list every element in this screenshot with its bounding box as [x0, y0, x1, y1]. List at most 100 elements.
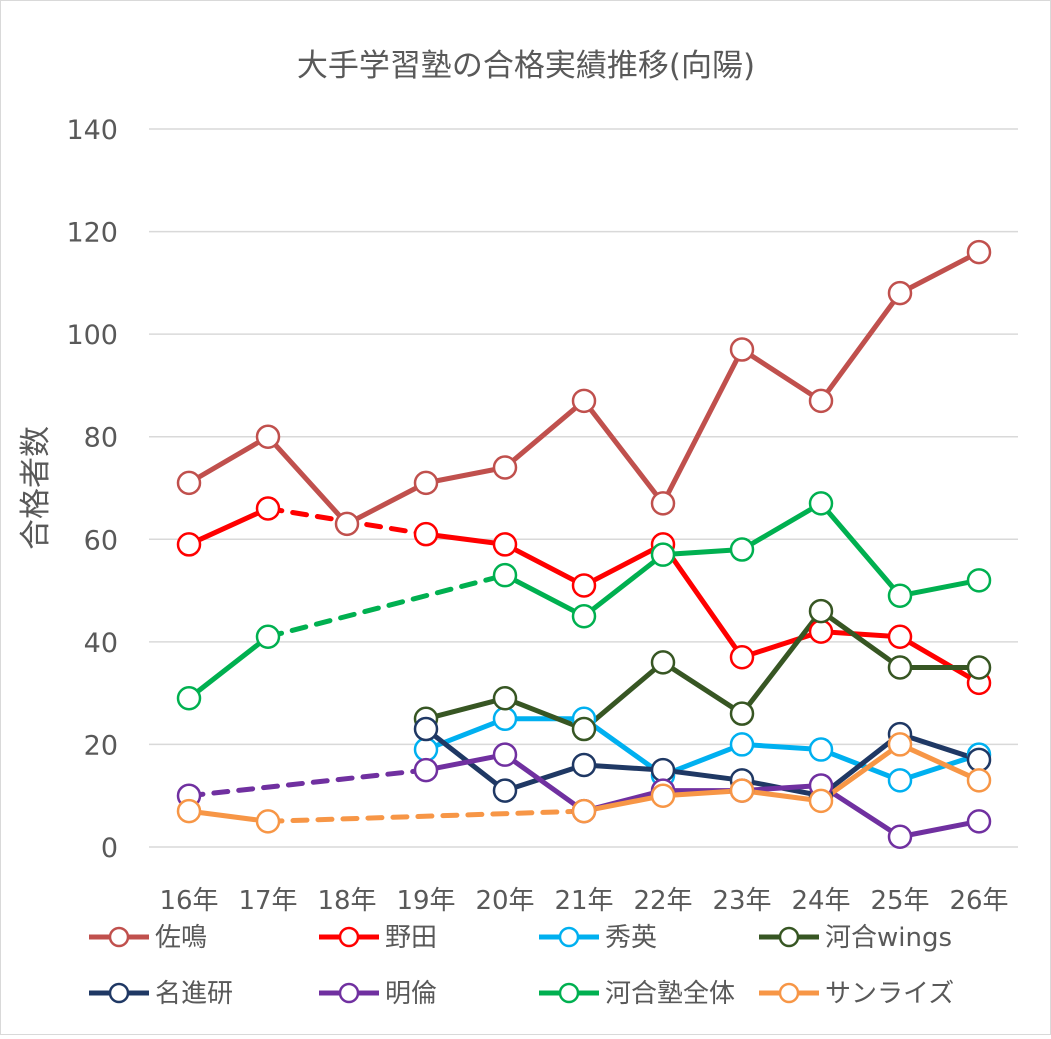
series-line-segment [423, 726, 508, 794]
x-tick-label: 20年 [475, 886, 534, 916]
x-tick-label: 26年 [949, 886, 1008, 916]
data-point [176, 686, 202, 711]
series-line-segment [660, 659, 745, 717]
y-tick-label: 40 [84, 628, 118, 659]
data-point [492, 706, 518, 732]
data-point [966, 747, 992, 773]
data-point [571, 603, 597, 629]
series-line-segment [581, 541, 666, 588]
data-point [255, 496, 281, 521]
data-point [255, 424, 281, 449]
data-point [571, 752, 597, 778]
series-line-segment [186, 634, 271, 701]
x-tick-label: 17年 [238, 886, 297, 916]
data-point [729, 337, 755, 362]
legend-item: 明倫 [319, 979, 437, 1009]
data-point [413, 716, 439, 742]
x-tick-label: 24年 [791, 886, 850, 916]
data-point [571, 798, 597, 824]
legend-item: 河合wings [759, 923, 952, 953]
data-point [650, 542, 676, 567]
data-point [334, 511, 360, 537]
data-point [492, 686, 518, 711]
data-point [887, 280, 913, 306]
legend-swatch-marker [778, 926, 800, 948]
series-line-segment [897, 249, 982, 296]
data-point [492, 532, 518, 557]
data-point [808, 788, 834, 814]
data-point [413, 521, 439, 547]
data-point [571, 573, 597, 598]
chart-title: 大手学習塾の合格実績推移(向陽) [297, 48, 755, 84]
series-line-segment [502, 762, 587, 794]
data-point [729, 537, 755, 562]
data-point [887, 583, 913, 608]
x-tick-label: 22年 [633, 886, 692, 916]
series-line-segment [502, 398, 587, 470]
legend-item: 秀英 [539, 923, 657, 953]
series-line-segment [581, 659, 666, 732]
series-line-segment [265, 434, 350, 527]
series-line-segment [502, 752, 587, 814]
data-point [650, 783, 676, 808]
data-point [413, 737, 439, 762]
series-line-segment [423, 752, 508, 773]
series-line-segment [818, 629, 903, 640]
series-line-segment [897, 634, 982, 686]
series-line-segment [581, 552, 666, 619]
data-point [413, 470, 439, 496]
y-tick-label: 60 [84, 525, 118, 556]
series-line-segment [502, 541, 587, 588]
series-line-segment [818, 290, 903, 404]
data-point [176, 798, 202, 824]
series-line-segment [660, 541, 745, 660]
data-point [571, 716, 597, 742]
data-point [808, 619, 834, 644]
data-point [255, 624, 281, 649]
data-point [255, 809, 281, 834]
data-point [492, 562, 518, 588]
series-line-segment [423, 695, 508, 722]
series-line-segment [818, 500, 903, 599]
legend-swatch-marker [778, 982, 800, 1004]
legend-label: 河合塾全体 [605, 979, 735, 1009]
series-line-segment [265, 808, 587, 824]
y-tick-label: 20 [84, 730, 118, 761]
data-point [966, 568, 992, 593]
data-point [966, 768, 992, 793]
series-line-segment [660, 767, 745, 783]
x-tick-labels: 16年 17年 18年 19年 20年 21年 22年 23年 24年 25年 26年 [159, 886, 1008, 916]
legend-item: 佐鳴 [89, 923, 207, 953]
data-point [966, 655, 992, 680]
y-tick-label: 0 [101, 833, 118, 864]
x-tick-label: 18年 [317, 886, 376, 916]
series-line-segment [423, 464, 508, 486]
series-markers [176, 239, 992, 849]
legend-swatch-marker [558, 926, 580, 948]
legend-label: 秀英 [605, 923, 657, 953]
legend-label: サンライズ [825, 979, 954, 1009]
legend: 佐鳴 野田 秀英 河合wings 名進研 明倫 河合塾全体 サンライズ [89, 923, 954, 1009]
series-line-segment [502, 572, 587, 619]
legend-item: 河合塾全体 [539, 979, 735, 1009]
series-line-segment [739, 782, 824, 794]
legend-label: 野田 [385, 923, 437, 953]
legend-item: サンライズ [759, 979, 954, 1009]
data-point [650, 757, 676, 783]
data-point [966, 809, 992, 834]
series-line-segment [265, 572, 508, 640]
series-line-segment [897, 752, 982, 783]
series-line-segment [739, 788, 824, 804]
series-line-segment [739, 347, 824, 404]
series-line-segment [581, 716, 666, 778]
x-tick-label: 21年 [554, 886, 613, 916]
data-point [650, 491, 676, 516]
legend-swatch-marker [338, 926, 360, 948]
data-point [492, 455, 518, 480]
series-line-segment [581, 793, 666, 814]
legend-swatch-marker [108, 982, 130, 1004]
series-line-segment [660, 347, 745, 506]
data-point [413, 757, 439, 783]
data-point [571, 388, 597, 414]
